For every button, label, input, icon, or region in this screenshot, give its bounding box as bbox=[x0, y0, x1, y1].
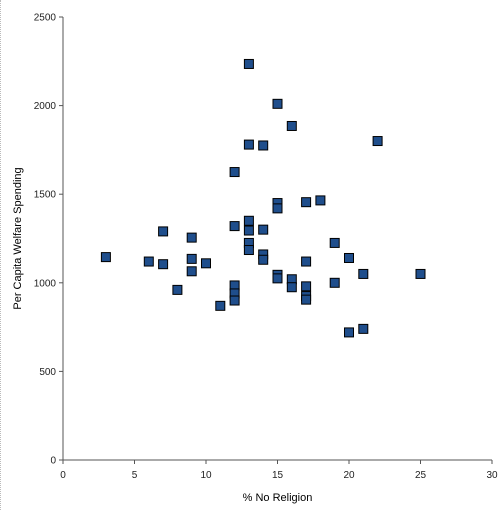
data-point bbox=[258, 254, 269, 265]
x-tick-label: 10 bbox=[200, 470, 212, 481]
data-point bbox=[272, 203, 283, 214]
x-tick-label: 5 bbox=[132, 470, 138, 481]
data-point bbox=[229, 221, 240, 232]
data-point bbox=[301, 197, 312, 208]
x-tick-label: 30 bbox=[486, 470, 498, 481]
left-dotted-border bbox=[0, 0, 3, 510]
x-tick-label: 0 bbox=[60, 470, 66, 481]
y-ticks: 0 500 1000 1500 2000 2500 bbox=[34, 13, 63, 467]
y-axis-title: Per Capita Welfare Spending bbox=[12, 167, 24, 309]
x-tick-label: 25 bbox=[415, 470, 427, 481]
data-point bbox=[215, 300, 226, 311]
data-point bbox=[201, 258, 211, 269]
data-point bbox=[243, 245, 254, 256]
data-point bbox=[243, 58, 254, 69]
data-point bbox=[344, 252, 354, 263]
data-point bbox=[243, 215, 254, 226]
y-tick-label: 1000 bbox=[34, 278, 57, 289]
data-points bbox=[100, 58, 426, 338]
y-tick-label: 2000 bbox=[34, 101, 57, 112]
data-point bbox=[186, 253, 197, 264]
data-point bbox=[415, 268, 426, 279]
y-tick-label: 1500 bbox=[34, 190, 57, 201]
data-point bbox=[301, 294, 312, 305]
x-axis-title: % No Religion bbox=[243, 492, 313, 504]
data-point bbox=[158, 259, 169, 270]
data-point bbox=[329, 277, 340, 288]
data-point bbox=[301, 256, 312, 267]
data-point bbox=[229, 167, 240, 178]
data-point bbox=[344, 327, 354, 338]
data-point bbox=[358, 268, 369, 279]
data-point bbox=[258, 140, 269, 151]
x-ticks: 0 5 10 15 20 25 30 bbox=[60, 460, 498, 481]
data-point bbox=[229, 295, 240, 306]
data-point bbox=[143, 256, 154, 267]
y-tick-label: 2500 bbox=[34, 13, 57, 24]
data-point bbox=[372, 136, 383, 147]
data-point bbox=[172, 284, 183, 295]
x-tick-label: 20 bbox=[343, 470, 355, 481]
data-point bbox=[286, 120, 297, 131]
y-tick-label: 0 bbox=[50, 456, 56, 467]
axes bbox=[62, 17, 492, 461]
data-point bbox=[186, 232, 197, 243]
data-point bbox=[358, 323, 369, 334]
data-point bbox=[272, 98, 283, 109]
data-point bbox=[258, 224, 269, 235]
data-point bbox=[272, 273, 283, 284]
y-tick-label: 500 bbox=[39, 367, 56, 378]
data-point bbox=[301, 281, 312, 292]
data-point bbox=[315, 195, 326, 206]
data-point bbox=[158, 226, 169, 237]
data-point bbox=[243, 139, 254, 150]
data-point bbox=[100, 252, 111, 263]
data-point bbox=[186, 266, 197, 277]
data-point bbox=[286, 282, 297, 293]
x-tick-label: 15 bbox=[272, 470, 284, 481]
data-point bbox=[243, 225, 254, 236]
data-point bbox=[329, 237, 340, 248]
